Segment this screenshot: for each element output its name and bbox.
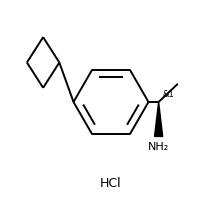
Text: NH₂: NH₂ (148, 142, 169, 152)
Polygon shape (155, 102, 163, 136)
Text: &1: &1 (163, 90, 174, 99)
Text: HCl: HCl (100, 176, 122, 190)
